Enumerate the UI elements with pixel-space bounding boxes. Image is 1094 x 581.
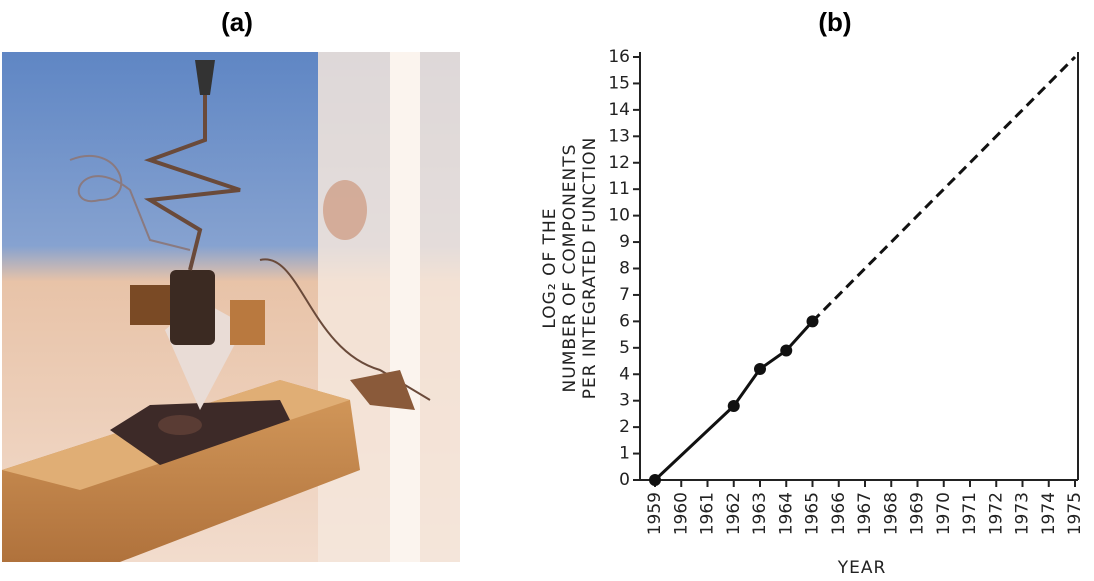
point bbox=[754, 362, 766, 375]
y-tick-label: 2 bbox=[619, 417, 630, 437]
x-tick-label: 1970 bbox=[934, 492, 954, 535]
photo bbox=[2, 52, 460, 562]
x-tick-label: 1961 bbox=[698, 492, 718, 535]
y-tick-label: 9 bbox=[619, 232, 630, 252]
x-tick-label: 1968 bbox=[881, 492, 901, 535]
panel-label: (a) bbox=[221, 7, 253, 37]
y-tick-label: 1 bbox=[619, 444, 630, 464]
y-tick-label: 16 bbox=[608, 47, 630, 67]
line bbox=[811, 55, 1077, 323]
y-tick-label: 14 bbox=[608, 100, 630, 120]
point bbox=[780, 344, 793, 357]
x-tick-label: 1975 bbox=[1065, 492, 1085, 535]
y-tick-label: 13 bbox=[608, 126, 630, 146]
x-tick-label: 1966 bbox=[829, 492, 849, 535]
x-axis-label: YEAR bbox=[837, 558, 887, 578]
y-tick-label: 11 bbox=[608, 179, 630, 199]
y-tick-label: 4 bbox=[619, 364, 630, 384]
y-tick-label: 15 bbox=[608, 73, 630, 93]
y-tick-label: 3 bbox=[619, 391, 630, 411]
x-tick-label: 1960 bbox=[671, 492, 691, 535]
x-tick-label: 1974 bbox=[1039, 492, 1059, 535]
x-tick-label: 1972 bbox=[986, 492, 1006, 535]
plot-area: YEAR bbox=[837, 558, 887, 578]
panel-label: (b) bbox=[818, 7, 851, 37]
y-tick-label: 12 bbox=[608, 153, 630, 173]
y-tick-label: 10 bbox=[608, 206, 630, 226]
x-tick-label: 1973 bbox=[1013, 492, 1033, 535]
x-tick-label: 1959 bbox=[645, 492, 665, 535]
y-tick-label: 7 bbox=[619, 285, 630, 305]
y-tick-label: 8 bbox=[619, 259, 630, 279]
x-tick-label: 1969 bbox=[908, 492, 928, 535]
point bbox=[727, 399, 740, 412]
y-tick-label: 6 bbox=[619, 311, 630, 331]
x-tick-label: 1967 bbox=[855, 492, 875, 535]
y-tick-label: 0 bbox=[619, 470, 630, 490]
y-axis-label: LOG₂ OF THE bbox=[540, 207, 560, 328]
x-tick-label: 1962 bbox=[724, 492, 744, 535]
x-tick-label: 1971 bbox=[960, 492, 980, 535]
x-tick-label: 1963 bbox=[750, 492, 770, 535]
y-axis-label: NUMBER OF COMPONENTS bbox=[560, 144, 580, 393]
x-tick-label: 1964 bbox=[776, 492, 796, 535]
y-tick-label: 5 bbox=[619, 338, 630, 358]
x-tick-label: 1965 bbox=[803, 492, 823, 535]
point bbox=[649, 474, 661, 486]
y-axis-label: PER INTEGRATED FUNCTION bbox=[580, 137, 600, 400]
